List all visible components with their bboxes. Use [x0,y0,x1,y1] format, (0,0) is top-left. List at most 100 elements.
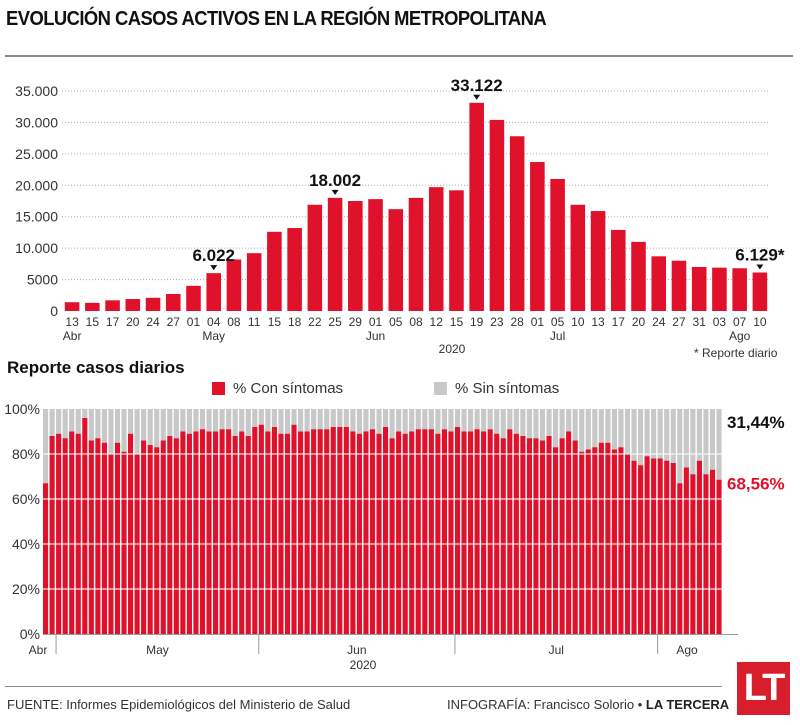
x-tick-label: 29 [349,315,363,329]
bar-sin-sintomas [108,409,114,454]
bar-sin-sintomas [709,409,716,470]
bar-sin-sintomas [101,409,107,443]
bar-con-sintomas [618,447,624,634]
bar-con-sintomas [539,440,546,634]
x-tick-label: 13 [591,315,605,329]
bar-sin-sintomas [559,409,565,439]
bar [732,268,747,311]
y-tick-label: 30.000 [15,114,58,130]
bar-con-sintomas [147,445,153,634]
bar-sin-sintomas [487,409,493,430]
bar-con-sintomas [350,431,356,634]
legend-item-sin-sintomas: % Sin síntomas [434,380,559,397]
y-tick-label: 35.000 [15,83,58,99]
bar-con-sintomas [114,442,121,634]
annotation-arrow-icon [331,189,339,195]
credit-brand: LA TERCERA [645,697,730,712]
x-tick-label: 03 [713,315,727,329]
bar-sin-sintomas [376,409,382,434]
bar-sin-sintomas [533,409,539,439]
credit-author: INFOGRAFÍA: Francisco Solorio • [447,697,646,712]
bar-sin-sintomas [317,409,323,430]
annotation-label: 6.022 [192,246,235,265]
x-tick-label: 27 [672,315,686,329]
x-tick-label: 08 [227,315,241,329]
bar-con-sintomas [703,474,709,634]
x-tick-label: 13 [65,315,79,329]
bar-sin-sintomas [121,409,127,452]
bar-sin-sintomas [664,409,670,461]
bar-con-sintomas [409,431,415,634]
bar-sin-sintomas [500,409,506,439]
bar [368,199,383,311]
bar-con-sintomas [448,431,454,634]
month-label: Abr [29,643,48,657]
bar [631,241,646,311]
bar [307,204,323,311]
bar-sin-sintomas [618,409,624,448]
bar-con-sintomas [559,438,565,634]
annotation-arrow-icon [756,264,764,270]
bar-sin-sintomas [520,409,526,436]
credit-text: INFOGRAFÍA: Francisco Solorio • LA TERCE… [447,697,729,712]
bar-con-sintomas [43,483,49,634]
bar-con-sintomas [69,431,75,634]
bar-con-sintomas [356,433,362,634]
bar [408,197,424,311]
bar-con-sintomas [62,438,68,634]
x-tick-label: 15 [268,315,282,329]
bar-con-sintomas [49,436,55,634]
x-tick-label: 15 [86,315,100,329]
bar-sin-sintomas [670,409,676,463]
bar [388,209,404,311]
bar-sin-sintomas [611,409,617,450]
bar-sin-sintomas [468,409,474,432]
bar-sin-sintomas [311,409,317,430]
bar-con-sintomas [422,429,428,634]
bar-sin-sintomas [239,409,245,432]
footer-divider [5,686,722,687]
bar [691,267,707,311]
x-tick-label: 27 [167,315,181,329]
bar-con-sintomas [343,427,349,634]
bar-sin-sintomas [278,409,284,434]
x-tick-label: 28 [510,315,524,329]
bar-sin-sintomas [657,409,663,459]
bar-sin-sintomas [572,409,578,441]
month-label: May [146,643,169,657]
y-tick-label: 0 [50,303,58,319]
bar-con-sintomas [265,431,271,634]
bar-sin-sintomas [193,409,199,432]
bar-sin-sintomas [114,409,121,443]
bar-con-sintomas [631,460,637,634]
page-title: EVOLUCIÓN CASOS ACTIVOS EN LA REGIÓN MET… [6,8,547,30]
x-tick-label: 31 [693,315,707,329]
bar-sin-sintomas [703,409,709,475]
x-tick-label: 10 [571,315,585,329]
bar-con-sintomas [128,433,134,634]
bar-con-sintomas [513,433,519,634]
bar-sin-sintomas [435,409,441,434]
bar-sin-sintomas [415,409,421,430]
bar-sin-sintomas [644,409,650,457]
bar-sin-sintomas [219,409,225,430]
bar-sin-sintomas [539,409,546,441]
annotation-con-sintomas: 68,56% [727,475,785,494]
y-tick-label: 60% [12,491,40,507]
bar-con-sintomas [376,433,382,634]
bar-con-sintomas [317,429,323,634]
x-tick-label: 25 [328,315,342,329]
bar-con-sintomas [383,427,389,634]
bar [428,187,444,311]
bar-con-sintomas [213,431,219,634]
bar-con-sintomas [193,431,199,634]
bar-con-sintomas [579,451,585,634]
title-divider [5,55,793,57]
x-tick-label: 20 [126,315,140,329]
x-tick-label: 07 [733,315,747,329]
bar [449,190,464,311]
bar [550,179,565,311]
bar-con-sintomas [389,438,395,634]
bar-sin-sintomas [199,409,206,430]
bar-con-sintomas [82,418,88,634]
